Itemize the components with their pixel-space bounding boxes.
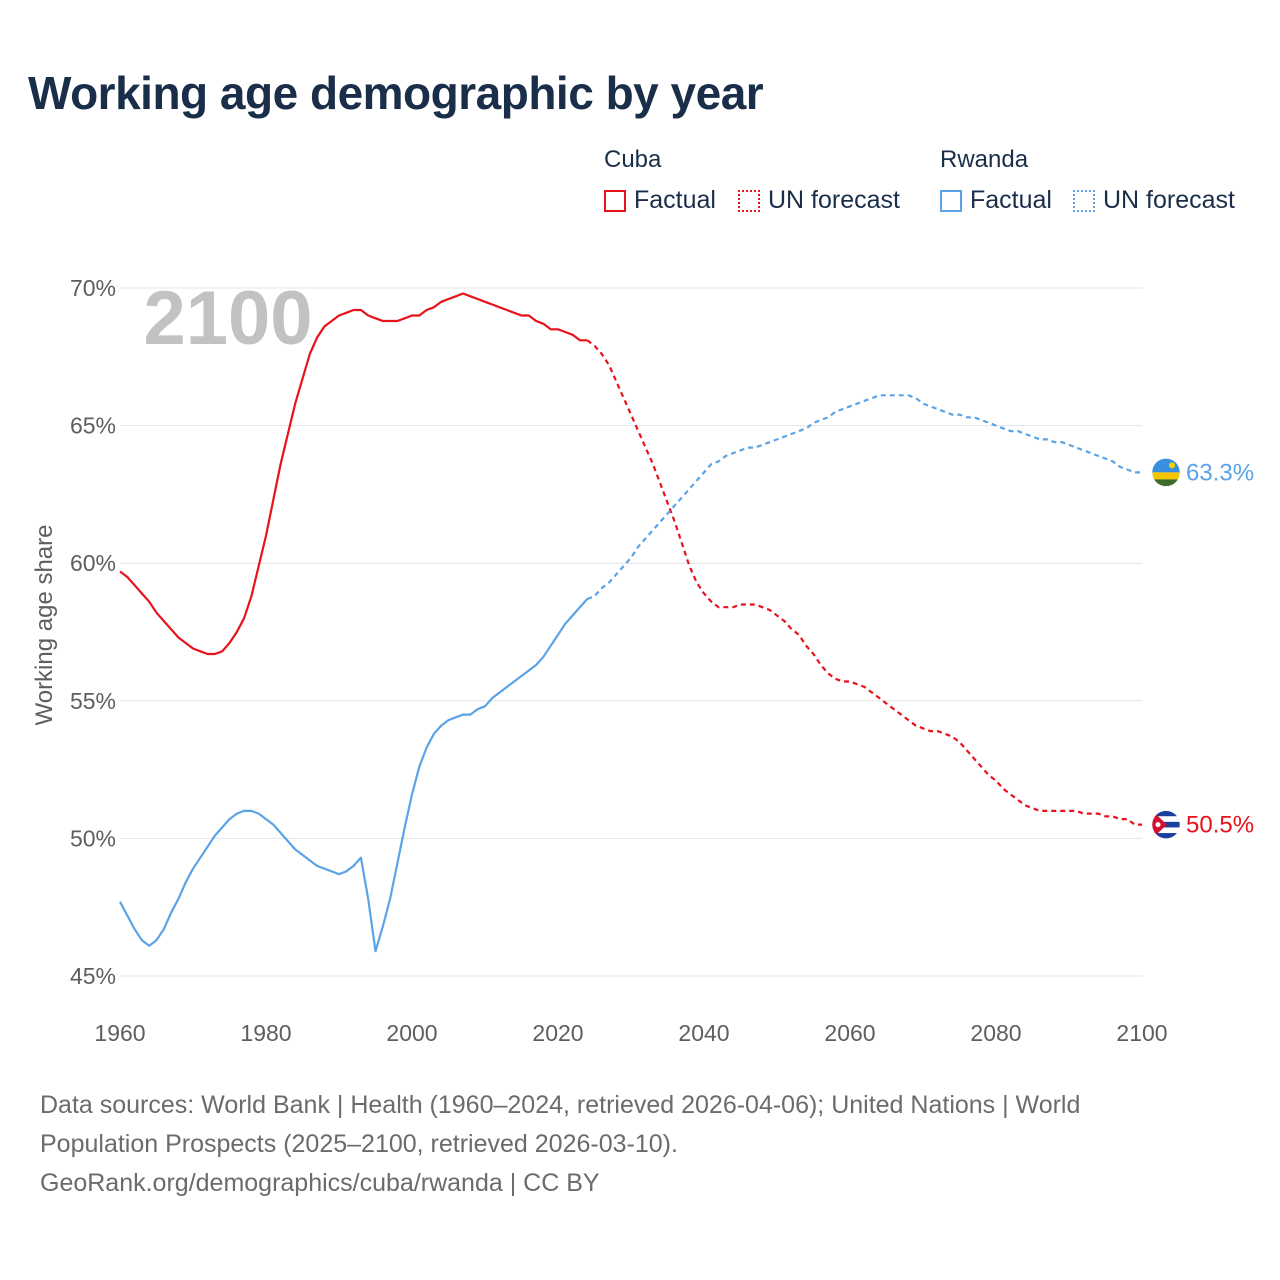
- footer-sources-line-2: Population Prospects (2025–2100, retriev…: [40, 1130, 678, 1158]
- x-tick-label: 2080: [970, 1020, 1021, 1046]
- grid-lines: [120, 287, 1142, 977]
- legend-rwanda-title: Rwanda: [940, 146, 1029, 173]
- legend-cuba-factual[interactable]: Factual: [604, 186, 716, 215]
- year-watermark: 2100: [143, 276, 312, 361]
- footer-attribution: GeoRank.org/demographics/cuba/rwanda | C…: [40, 1169, 600, 1197]
- legend-cuba-factual-label: Factual: [634, 186, 716, 214]
- x-axis-ticks: 1960 1980 2000 2020 2040 2060 2080 2100: [94, 1020, 1167, 1046]
- legend-rwanda-forecast-label: UN forecast: [1103, 186, 1235, 214]
- y-tick-label: 70%: [70, 275, 116, 301]
- y-axis-label: Working age share: [31, 525, 58, 726]
- legend-rwanda-factual-label: Factual: [970, 186, 1052, 214]
- series-lines: [119, 292, 1142, 953]
- x-tick-label: 2100: [1116, 1020, 1167, 1046]
- rwanda-factual-line[interactable]: [119, 598, 589, 953]
- cuba-factual-line[interactable]: [119, 292, 588, 656]
- legend-swatch-solid-icon: [940, 189, 962, 212]
- cuba-forecast-line[interactable]: [586, 339, 1142, 826]
- legend-rwanda-forecast[interactable]: UN forecast: [1073, 186, 1235, 215]
- y-tick-label: 50%: [70, 825, 116, 851]
- footer-sources-line-1: Data sources: World Bank | Health (1960–…: [40, 1091, 1081, 1119]
- legend-swatch-dotted-icon: [1073, 189, 1095, 212]
- footer: Data sources: World Bank | Health (1960–…: [40, 1086, 1220, 1203]
- x-tick-label: 1980: [240, 1020, 291, 1046]
- y-tick-label: 60%: [70, 550, 116, 576]
- chart-title: Working age demographic by year: [28, 67, 764, 119]
- y-tick-label: 55%: [70, 688, 116, 714]
- cuba-flag-icon: [1151, 810, 1181, 839]
- y-tick-label: 65%: [70, 413, 116, 439]
- x-tick-label: 2000: [386, 1020, 437, 1046]
- line-chart: 2100 Working age share 45% 50% 55% 60% 65% 70…: [31, 275, 1254, 1046]
- legend-cuba-title: Cuba: [604, 146, 662, 173]
- legend-swatch-dotted-icon: [738, 189, 760, 212]
- y-tick-label: 45%: [70, 963, 116, 989]
- legend-rwanda-factual[interactable]: Factual: [940, 186, 1052, 215]
- rwanda-flag-icon: [1151, 458, 1181, 487]
- series-endpoints: 50.5% 63.3%: [1151, 458, 1254, 839]
- legend-swatch-solid-icon: [604, 189, 626, 212]
- rwanda-end-value-label: 63.3%: [1186, 459, 1254, 486]
- rwanda-forecast-line[interactable]: [586, 394, 1142, 601]
- x-tick-label: 1960: [94, 1020, 145, 1046]
- y-axis-ticks: 45% 50% 55% 60% 65% 70%: [70, 275, 116, 989]
- cuba-end-value-label: 50.5%: [1186, 812, 1254, 839]
- x-tick-label: 2060: [824, 1020, 875, 1046]
- x-tick-label: 2020: [532, 1020, 583, 1046]
- x-tick-label: 2040: [678, 1020, 729, 1046]
- legend-cuba-forecast[interactable]: UN forecast: [738, 186, 900, 215]
- legend-cuba-forecast-label: UN forecast: [768, 186, 900, 214]
